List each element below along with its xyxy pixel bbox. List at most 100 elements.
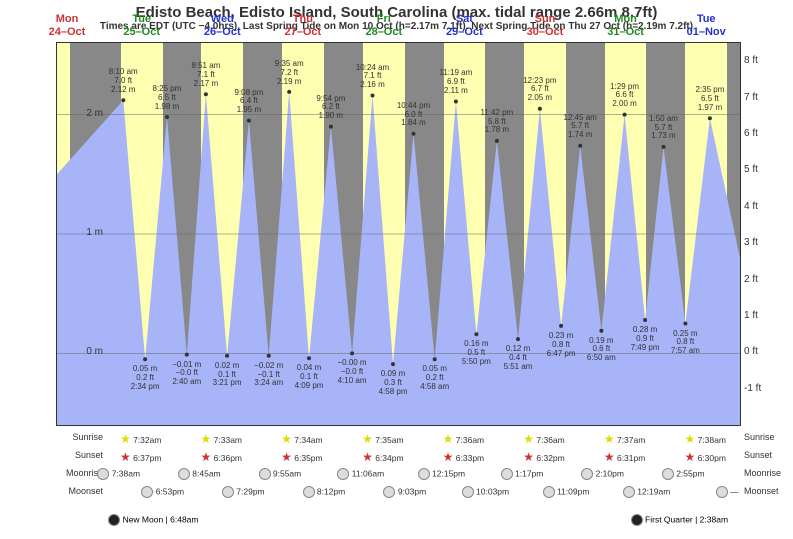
tide-point-label: 0.25 m0.8 ft7:57 am [660, 330, 710, 356]
moonrise-time: 12:15pm [401, 468, 481, 480]
moonrise-time: 11:06am [321, 468, 401, 480]
tide-point-label: 1:29 pm6.6 ft2.00 m [600, 83, 650, 109]
tide-point-label: 9:35 am7.2 ft2.19 m [264, 60, 314, 86]
tide-point-label: 9:08 pm6.4 ft1.95 m [224, 89, 274, 115]
tide-point-label: 12:23 pm6.7 ft2.05 m [515, 77, 565, 103]
moon-icon [222, 486, 234, 498]
tide-point-label: 0.05 m0.2 ft4:58 am [410, 365, 460, 391]
sunset-time: 6:30pm [665, 450, 745, 464]
tide-point-label: 2:35 pm6.5 ft1.97 m [685, 86, 735, 112]
moonrise-time: 7:38am [79, 468, 159, 480]
tide-point-label: 1:50 am5.7 ft1.73 m [639, 115, 689, 141]
y-tick-ft: -1 ft [744, 383, 784, 394]
chart-plot-area: 8:10 am7.0 ft2.12 m0.05 m0.2 ft2:34 pm8:… [56, 42, 741, 426]
day-header: Mon31–Oct [596, 13, 656, 39]
y-tick-ft: 7 ft [744, 92, 784, 103]
y-tick-ft: 0 ft [744, 346, 784, 357]
sunrise-time: 7:34am [262, 432, 342, 446]
moon-icon [141, 486, 153, 498]
moon-icon [259, 468, 271, 480]
tide-point-label: 10:44 pm6.0 ft1.84 m [389, 102, 439, 128]
tide-point-label: 11:19 am6.9 ft2.11 m [431, 69, 481, 95]
day-header: Sat29–Oct [434, 13, 494, 39]
moonset-time: 10:03pm [445, 486, 525, 498]
moon-icon [383, 486, 395, 498]
y-tick-ft: 1 ft [744, 310, 784, 321]
sunrise-time: 7:38am [665, 432, 745, 446]
sunset-time: 6:32pm [504, 450, 584, 464]
moonrise-time: 2:55pm [643, 468, 723, 480]
day-header: Tue01–Nov [676, 13, 736, 39]
footer-row-label: Sunset [53, 450, 103, 460]
moon-icon [501, 468, 513, 480]
footer-row-label: Moonrise [744, 468, 793, 478]
sunrise-time: 7:36am [423, 432, 503, 446]
moon-icon [543, 486, 555, 498]
tide-point-label: 0.19 m0.6 ft6:50 am [576, 337, 626, 363]
footer-row-label: Sunrise [744, 432, 793, 442]
y-tick-ft: 6 ft [744, 128, 784, 139]
moonset-time: 8:12pm [284, 486, 364, 498]
y-tick-ft: 4 ft [744, 201, 784, 212]
moon-icon [418, 468, 430, 480]
tide-point-label: 11:42 pm5.8 ft1.78 m [472, 109, 522, 135]
moonset-time: — [687, 486, 767, 498]
moonrise-time: 1:17pm [482, 468, 562, 480]
footer-row-label: Sunrise [53, 432, 103, 442]
moon-icon [97, 468, 109, 480]
sunrise-time: 7:36am [504, 432, 584, 446]
tide-point-label: 10:24 am7.1 ft2.16 m [348, 64, 398, 90]
y-tick-ft: 8 ft [744, 55, 784, 66]
moon-icon [581, 468, 593, 480]
moon-phase-icon [108, 514, 120, 526]
sunset-time: 6:36pm [181, 450, 261, 464]
moonrise-time: 9:55am [240, 468, 320, 480]
day-header: Sun30–Oct [515, 13, 575, 39]
sunset-time: 6:34pm [343, 450, 423, 464]
chart-container: Edisto Beach, Edisto Island, South Carol… [0, 0, 793, 539]
sunrise-time: 7:33am [181, 432, 261, 446]
sunset-time: 6:31pm [585, 450, 665, 464]
moon-icon [716, 486, 728, 498]
sunset-time: 6:37pm [101, 450, 181, 464]
day-header: Fri28–Oct [354, 13, 414, 39]
moon-phase-label: New Moon | 6:48am [108, 514, 188, 526]
tide-point-label: 12:45 am5.7 ft1.74 m [555, 114, 605, 140]
day-header: Wed26–Oct [192, 13, 252, 39]
footer-row-label: Sunset [744, 450, 793, 460]
moonset-time: 12:19am [607, 486, 687, 498]
y-tick-ft: 2 ft [744, 274, 784, 285]
sunrise-time: 7:35am [343, 432, 423, 446]
sunrise-time: 7:32am [101, 432, 181, 446]
moon-phase-icon [631, 514, 643, 526]
tide-point-label: 8:25 pm6.5 ft1.98 m [142, 85, 192, 111]
day-header: Thu27–Oct [273, 13, 333, 39]
sunset-time: 6:33pm [423, 450, 503, 464]
y-tick-m: 1 m [63, 227, 103, 238]
day-header: Tue25–Oct [112, 13, 172, 39]
tide-point-label: 8:51 am7.1 ft2.17 m [181, 62, 231, 88]
tide-point-label: 9:54 pm6.2 ft1.90 m [306, 95, 356, 121]
sunrise-time: 7:37am [585, 432, 665, 446]
tide-point-label: 8:10 am7.0 ft2.12 m [98, 68, 148, 94]
moon-icon [662, 468, 674, 480]
y-tick-m: 2 m [63, 108, 103, 119]
moonrise-time: 2:10pm [563, 468, 643, 480]
y-tick-ft: 3 ft [744, 237, 784, 248]
day-header: Mon24–Oct [37, 13, 97, 39]
moonset-time: 7:29pm [203, 486, 283, 498]
moonset-time: 6:53pm [123, 486, 203, 498]
moonset-time: 11:09pm [526, 486, 606, 498]
moonrise-time: 8:45am [159, 468, 239, 480]
footer-row-label: Moonset [53, 486, 103, 496]
moonset-time: 9:03pm [365, 486, 445, 498]
moon-icon [623, 486, 635, 498]
sunset-time: 6:35pm [262, 450, 342, 464]
moon-icon [303, 486, 315, 498]
moon-icon [178, 468, 190, 480]
moon-phase-label: First Quarter | 2:38am [631, 514, 711, 526]
moon-icon [337, 468, 349, 480]
y-tick-m: 0 m [63, 346, 103, 357]
y-tick-ft: 5 ft [744, 164, 784, 175]
moon-icon [462, 486, 474, 498]
